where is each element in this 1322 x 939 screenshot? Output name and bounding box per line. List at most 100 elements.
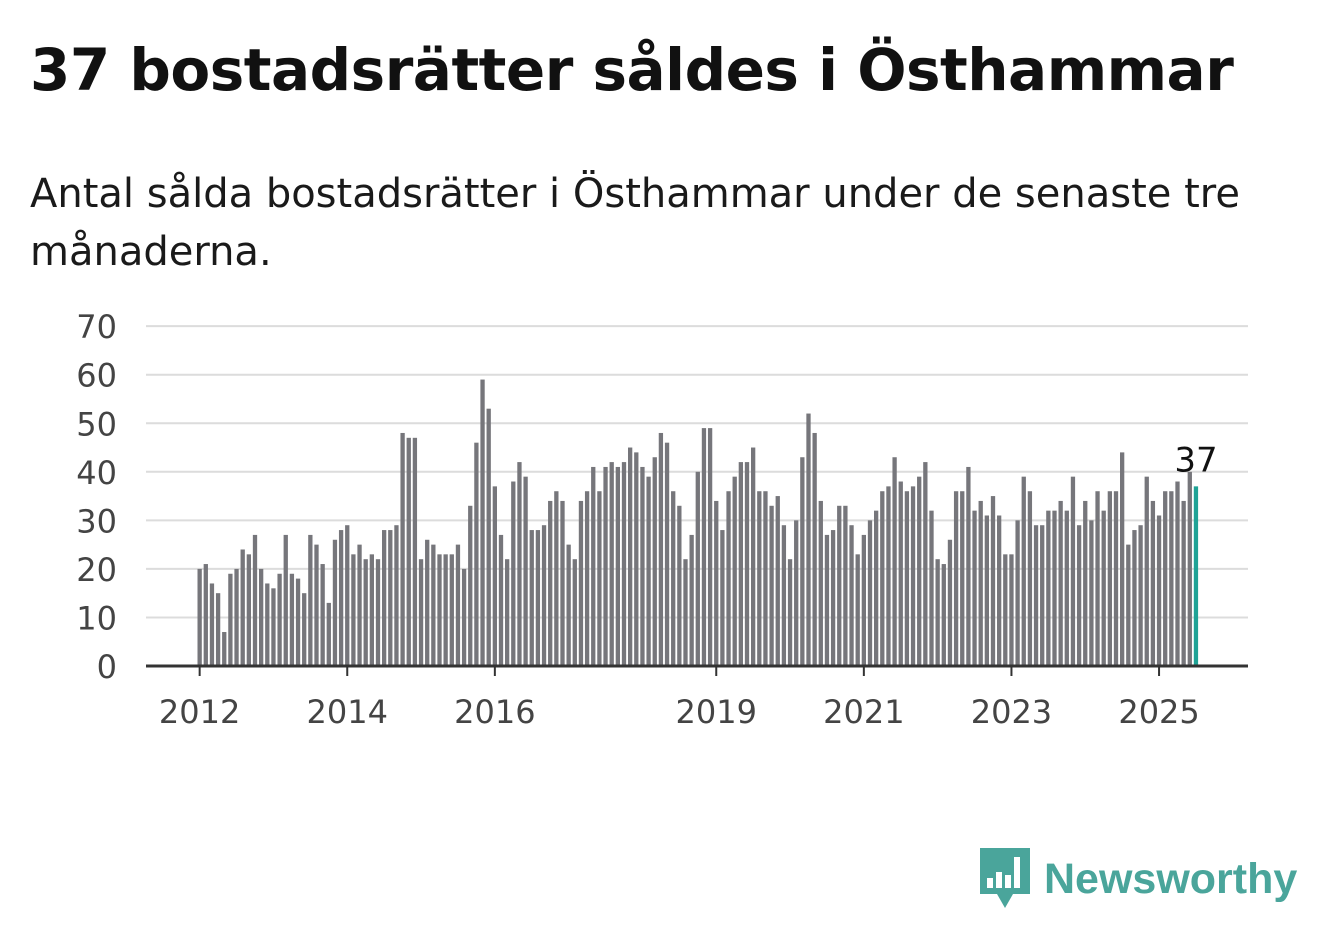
bar: [1181, 500, 1186, 666]
x-tick-label: 2021: [823, 693, 904, 731]
bar: [566, 544, 571, 666]
bar: [425, 539, 430, 666]
bar: [689, 534, 694, 666]
bar-chart: 0 10 20 30 40 50 60 70 2012 2014 2016 2019 2021 2023 2…: [76, 308, 1248, 731]
bar: [615, 466, 620, 666]
bar: [800, 457, 805, 666]
bar: [898, 481, 903, 666]
bar: [990, 496, 996, 666]
bar: [972, 510, 977, 666]
bar: [917, 476, 922, 666]
newsworthy-logo: Newsworthy: [980, 848, 1297, 910]
y-tick-label: 50: [76, 405, 117, 443]
bar: [584, 491, 590, 666]
bar: [978, 500, 983, 666]
bar: [412, 437, 418, 666]
bar: [781, 525, 787, 666]
bar: [1150, 500, 1156, 666]
bar: [892, 457, 897, 666]
bar: [1175, 481, 1180, 666]
bar: [1138, 525, 1143, 666]
bar: [818, 500, 823, 666]
bar: [652, 457, 657, 666]
bar: [289, 573, 295, 666]
bar: [1113, 491, 1119, 666]
chart-title: 37 bostadsrätter såldes i Östhammar: [30, 36, 1234, 104]
bar: [738, 462, 743, 666]
bar: [474, 442, 479, 666]
bar: [640, 466, 645, 666]
bar: [394, 525, 399, 666]
bar: [1144, 476, 1149, 666]
bar: [732, 476, 737, 666]
bar: [757, 491, 762, 666]
bar: [492, 486, 497, 666]
bar: [443, 554, 448, 666]
bar: [259, 568, 264, 666]
bar: [874, 510, 879, 666]
bar: [1187, 471, 1192, 666]
bar: [418, 559, 424, 666]
bar: [960, 491, 965, 666]
bar: [308, 534, 313, 666]
bar: [775, 496, 780, 666]
bar: [849, 525, 854, 666]
bar: [246, 554, 251, 666]
bar: [695, 471, 700, 666]
bar: [1126, 544, 1131, 666]
bar: [1027, 491, 1033, 666]
bar: [597, 491, 602, 666]
bar: [707, 428, 713, 666]
bar: [830, 530, 836, 666]
bar: [431, 544, 436, 666]
bar: [375, 559, 381, 666]
bar: [701, 428, 707, 666]
bar: [923, 462, 928, 666]
bar: [966, 466, 971, 666]
bar: [720, 530, 725, 666]
bar: [406, 437, 411, 666]
bar: [302, 593, 307, 666]
bar: [1040, 525, 1045, 666]
bar: [769, 505, 774, 666]
bar: [1120, 452, 1125, 666]
bar: [486, 408, 491, 666]
bar: [997, 515, 1002, 666]
bar: [1009, 554, 1014, 666]
bar: [677, 505, 682, 666]
bar: [437, 554, 442, 666]
bar-highlight: [1193, 486, 1199, 666]
bar: [345, 525, 350, 666]
bar: [880, 491, 885, 666]
bar: [455, 544, 461, 666]
bar: [1101, 510, 1106, 666]
bar: [277, 573, 282, 666]
bar: [763, 491, 768, 666]
bar: [228, 573, 233, 666]
bar: [541, 525, 547, 666]
bar: [1064, 510, 1069, 666]
bar: [388, 530, 393, 666]
y-tick-label: 70: [76, 308, 117, 346]
bar: [265, 583, 270, 666]
bar: [234, 568, 239, 666]
x-tick-label: 2023: [971, 693, 1052, 731]
bar: [209, 583, 215, 666]
bar: [560, 500, 565, 666]
bar: [529, 530, 534, 666]
x-tick-label: 2025: [1118, 693, 1199, 731]
y-tick-label: 20: [76, 551, 117, 589]
bar: [535, 530, 541, 666]
bar: [1021, 476, 1026, 666]
bar: [1089, 520, 1094, 666]
bar: [326, 602, 331, 666]
bar: [984, 515, 989, 666]
bar: [283, 534, 288, 666]
bar: [929, 510, 934, 666]
bar: [1083, 500, 1088, 666]
bar: [910, 486, 916, 666]
bar: [1076, 525, 1082, 666]
bar: [591, 466, 596, 666]
bar: [751, 447, 756, 666]
bar: [837, 505, 842, 666]
